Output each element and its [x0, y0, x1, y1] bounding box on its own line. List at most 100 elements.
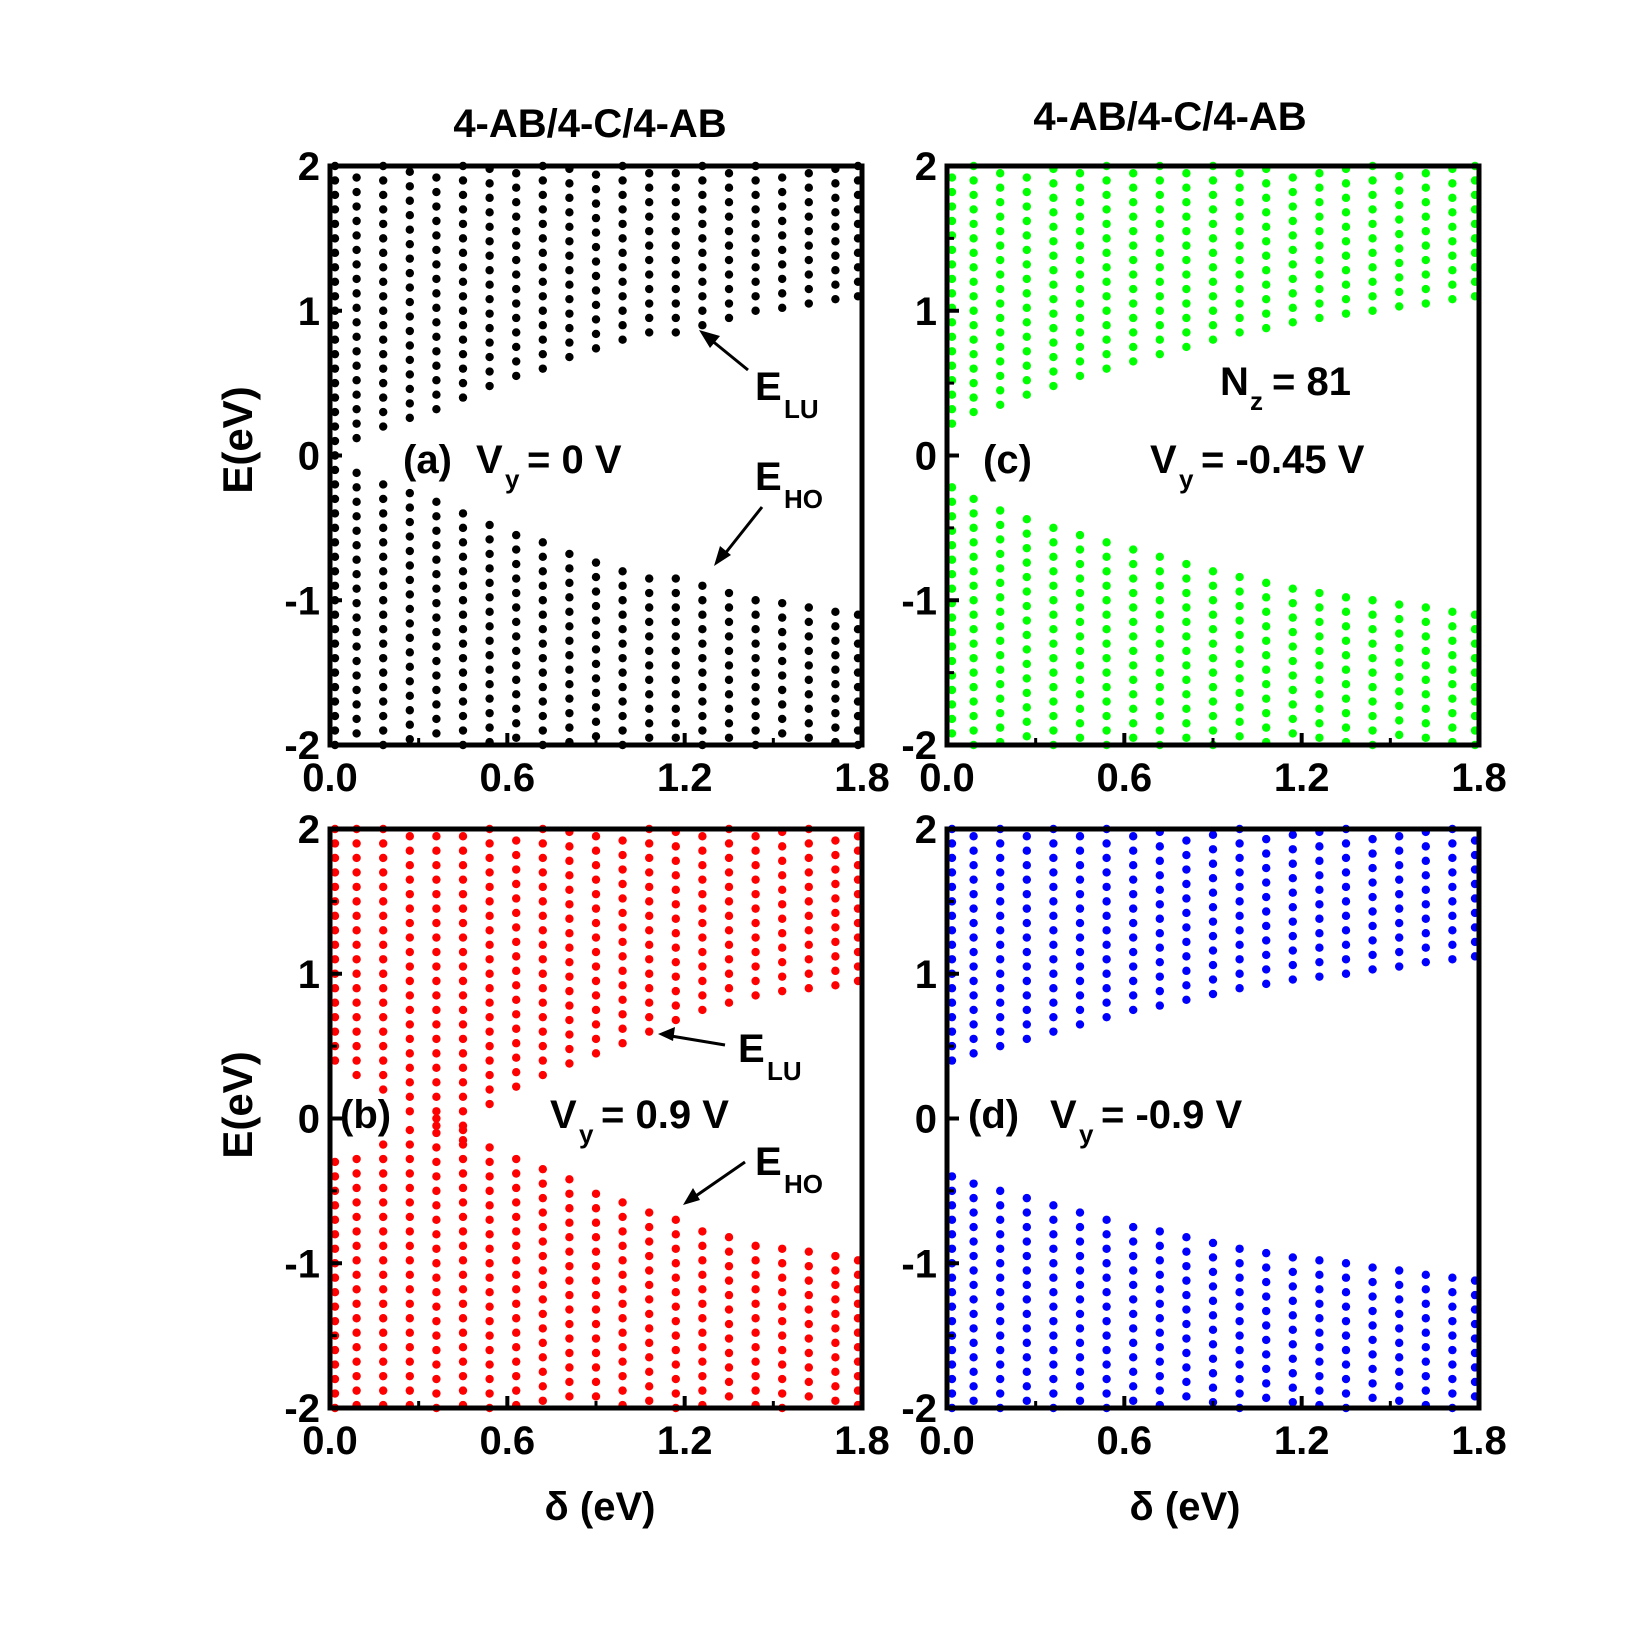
panel-b-dot [645, 1266, 654, 1275]
panel-c-xtick-label: 0.6 [1097, 756, 1153, 800]
panel-a-dot [591, 213, 601, 223]
panel-a-dot [831, 665, 840, 674]
panel-c-dot [969, 234, 978, 243]
panel-b-dot [379, 940, 388, 949]
panel-c-dot [1129, 270, 1138, 279]
panel-d-dot [1262, 907, 1271, 916]
panel-b-dot [405, 1125, 414, 1135]
panel-a-dot [724, 588, 734, 598]
panel-d-dot [1395, 1324, 1404, 1333]
panel-d-dot [1102, 926, 1111, 935]
panel-d-dot [1155, 842, 1165, 851]
panel-b-dot [512, 1212, 521, 1222]
panel-b-dot [565, 885, 574, 894]
panel-c-dot [1315, 255, 1324, 265]
panel-d-dot [1368, 1393, 1377, 1403]
panel-a-dot [565, 665, 574, 674]
panel-b-dot [352, 1371, 361, 1381]
panel-c-dot [1421, 617, 1431, 627]
panel-c-dot [1022, 688, 1031, 698]
panel-d-dot [1129, 904, 1138, 913]
panel-d-dot [1341, 1316, 1351, 1326]
panel-b-dot [538, 1382, 547, 1391]
panel-a-dot [330, 625, 340, 634]
panel-d-dot [1448, 853, 1457, 863]
panel-c-dot [1208, 596, 1218, 605]
panel-d-dot [969, 860, 978, 870]
panel-b-dot [458, 991, 468, 1000]
panel-c-dot [996, 226, 1005, 236]
panel-a-dot [432, 187, 441, 197]
panel-d-dot [1315, 1285, 1324, 1294]
panel-c-dot [1129, 357, 1138, 366]
panel-a-dot [831, 280, 840, 289]
panel-a-dot [405, 648, 414, 657]
panel-b-dot [379, 1183, 388, 1193]
panel-d-dot [1315, 943, 1324, 952]
panel-c-dot [1182, 559, 1191, 569]
panel-a-dot [330, 509, 340, 518]
panel-b-dot [538, 1164, 547, 1174]
panel-c-dot [1022, 587, 1031, 596]
panel-d-dot [1075, 875, 1085, 884]
panel-d-dot [1395, 1396, 1404, 1405]
panel-d-dot [1421, 1270, 1431, 1280]
panel-c-dot [1208, 176, 1218, 185]
panel-b-dot [458, 846, 468, 855]
panel-d-dot [1075, 1309, 1085, 1319]
panel-d-dot [1182, 865, 1191, 874]
panel-d-dot [1341, 1259, 1351, 1268]
panel-a-dot [352, 512, 361, 521]
panel-a-dot [512, 646, 521, 656]
panel-d-dot [969, 1295, 978, 1304]
panel-b-dot [485, 1172, 494, 1181]
panel-c-dot [1448, 651, 1457, 660]
panel-b-dot [591, 976, 601, 986]
panel-a-dot [618, 625, 627, 634]
panel-a-dot [485, 564, 494, 573]
panel-a-dot [352, 260, 361, 269]
panel-c-dot [1421, 183, 1431, 192]
panel-a-dot [565, 694, 574, 703]
panel-c-dot [1049, 222, 1058, 231]
panel-a-dot [405, 399, 414, 408]
panel-c-dot [969, 726, 978, 735]
panel-d-dot [1049, 1244, 1058, 1253]
panel-b-dot [645, 1237, 654, 1246]
panel-b-dot [485, 868, 494, 877]
panel-d-dot [969, 1338, 978, 1348]
panel-d-dot [1022, 1193, 1031, 1203]
panel-a-dot [485, 680, 494, 689]
panel-b-dot [458, 1034, 468, 1044]
panel-b-dot [698, 1328, 707, 1337]
panel-a-dot [804, 255, 813, 265]
panel-a-dot [458, 190, 468, 200]
panel-b-dot [538, 1012, 547, 1022]
panel-d-dot [1208, 989, 1218, 999]
panel-a-xtick-label: 1.8 [834, 756, 890, 800]
panel-a-dot [352, 376, 361, 385]
panel-b-dot [565, 871, 574, 880]
panel-d-dot [1288, 845, 1298, 854]
panel-d-dot [1129, 933, 1138, 942]
panel-d-dot [996, 940, 1005, 949]
panel-d-dot [1421, 900, 1431, 909]
panel-d-dot [1368, 849, 1377, 858]
panel-d-dot [947, 955, 957, 964]
panel-c-dot [1448, 636, 1457, 645]
panel-d-dot [1182, 995, 1191, 1005]
panel-a-dot [538, 726, 547, 735]
panel-d-dot [1049, 1316, 1058, 1326]
panel-c-dot [1075, 342, 1085, 352]
panel-b-dot [458, 1227, 468, 1236]
panel-b-dot [698, 1241, 707, 1251]
panel-c-dot [1155, 726, 1165, 735]
panel-d-dot [996, 926, 1005, 935]
panel-a-dot [751, 176, 760, 185]
panel-d-dot [1129, 1367, 1138, 1377]
panel-c-dot [1288, 584, 1298, 593]
panel-a-dot [804, 241, 813, 250]
panel-a-dot [645, 632, 654, 641]
panel-d-dot [1022, 832, 1031, 841]
panel-b-dot [352, 1270, 361, 1280]
